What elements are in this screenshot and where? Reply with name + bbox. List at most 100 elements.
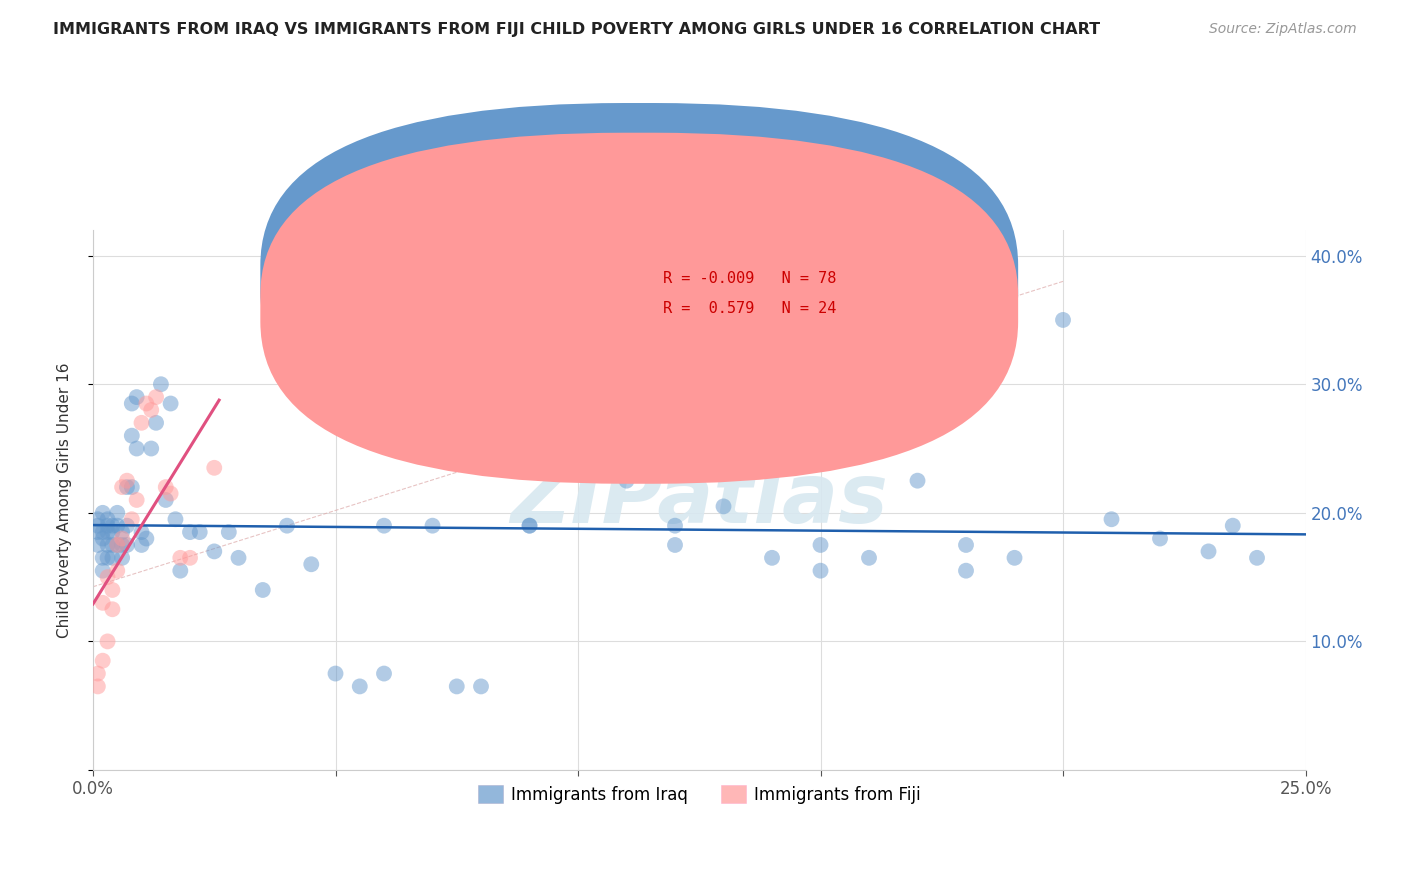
Point	[87, 680, 110, 694]
Point	[121, 428, 143, 442]
Point	[1101, 512, 1123, 526]
Point	[470, 680, 492, 694]
FancyBboxPatch shape	[260, 133, 1018, 483]
Point	[135, 532, 157, 546]
Point	[373, 666, 395, 681]
Point	[131, 416, 153, 430]
Point	[91, 564, 114, 578]
Point	[101, 518, 124, 533]
Point	[1004, 550, 1026, 565]
Point	[276, 518, 298, 533]
Point	[97, 570, 120, 584]
Point	[202, 460, 225, 475]
Point	[111, 480, 134, 494]
Point	[101, 525, 124, 540]
Point	[91, 550, 114, 565]
Point	[97, 512, 120, 526]
Point	[131, 538, 153, 552]
Point	[111, 532, 134, 546]
Point	[519, 518, 541, 533]
Point	[955, 538, 977, 552]
Point	[91, 596, 114, 610]
Point	[91, 525, 114, 540]
Point	[422, 518, 444, 533]
Point	[101, 602, 124, 616]
Point	[1149, 532, 1171, 546]
Point	[567, 274, 589, 288]
Point	[125, 492, 148, 507]
Point	[97, 538, 120, 552]
Point	[91, 654, 114, 668]
Point	[299, 558, 322, 572]
Point	[105, 538, 128, 552]
Point	[858, 550, 880, 565]
Point	[97, 525, 120, 540]
Point	[616, 474, 638, 488]
Point	[169, 564, 191, 578]
Point	[179, 550, 201, 565]
Point	[115, 480, 138, 494]
Point	[664, 518, 686, 533]
Point	[125, 390, 148, 404]
Point	[131, 525, 153, 540]
Point	[101, 550, 124, 565]
Point	[373, 518, 395, 533]
Point	[97, 550, 120, 565]
Point	[87, 512, 110, 526]
Point	[115, 518, 138, 533]
Point	[155, 480, 177, 494]
Point	[141, 403, 163, 417]
Point	[101, 538, 124, 552]
Point	[519, 518, 541, 533]
Text: R =  0.579   N = 24: R = 0.579 N = 24	[662, 301, 837, 316]
Point	[125, 442, 148, 456]
Point	[87, 538, 110, 552]
Point	[141, 442, 163, 456]
Point	[1052, 313, 1074, 327]
Point	[115, 474, 138, 488]
Point	[87, 518, 110, 533]
Point	[761, 550, 783, 565]
Point	[105, 506, 128, 520]
Point	[169, 550, 191, 565]
Point	[188, 525, 211, 540]
Point	[91, 532, 114, 546]
Point	[105, 518, 128, 533]
Point	[105, 564, 128, 578]
Point	[135, 396, 157, 410]
Point	[810, 564, 832, 578]
Point	[1222, 518, 1244, 533]
Point	[145, 390, 167, 404]
Point	[97, 634, 120, 648]
FancyBboxPatch shape	[602, 252, 869, 333]
Point	[105, 538, 128, 552]
Point	[1246, 550, 1268, 565]
Text: ZIPatlas: ZIPatlas	[510, 459, 889, 541]
Point	[121, 396, 143, 410]
Text: IMMIGRANTS FROM IRAQ VS IMMIGRANTS FROM FIJI CHILD POVERTY AMONG GIRLS UNDER 16 : IMMIGRANTS FROM IRAQ VS IMMIGRANTS FROM …	[53, 22, 1101, 37]
Point	[121, 512, 143, 526]
Text: R = -0.009   N = 78: R = -0.009 N = 78	[662, 271, 837, 286]
Point	[252, 582, 274, 597]
Point	[111, 550, 134, 565]
Point	[179, 525, 201, 540]
Point	[907, 474, 929, 488]
Point	[955, 564, 977, 578]
Point	[810, 538, 832, 552]
Point	[155, 492, 177, 507]
Point	[202, 544, 225, 558]
Point	[111, 538, 134, 552]
Point	[97, 518, 120, 533]
Point	[101, 582, 124, 597]
Point	[218, 525, 240, 540]
Point	[446, 680, 468, 694]
Point	[713, 500, 735, 514]
Point	[115, 538, 138, 552]
Point	[111, 525, 134, 540]
Point	[228, 550, 250, 565]
Point	[165, 512, 187, 526]
Point	[664, 538, 686, 552]
Point	[87, 525, 110, 540]
Point	[91, 506, 114, 520]
Point	[1198, 544, 1220, 558]
